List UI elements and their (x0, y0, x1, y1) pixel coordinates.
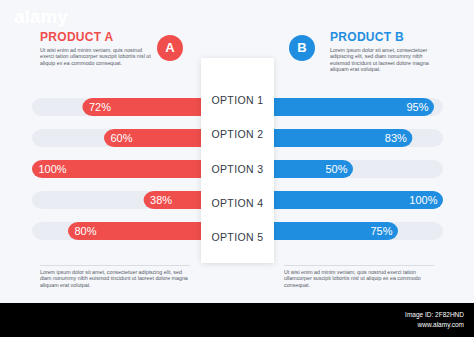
svg-text:100%: 100% (409, 194, 437, 206)
html-text:Lorem ipsum dolor sit amet, co: Lorem ipsum dolor sit amet, consectetuer… (330, 47, 429, 72)
html-text:Ut wisi enim ad minim veniam,: Ut wisi enim ad minim veniam, quis nostr… (284, 269, 421, 288)
html-text:OPTION 4: OPTION 4 (211, 196, 264, 209)
svg-text:95%: 95% (406, 101, 428, 113)
html-text:OPTION 5: OPTION 5 (211, 231, 264, 244)
html-text:OPTION 3: OPTION 3 (211, 162, 264, 175)
html-text:Ut wisi enim ad minim veniam,: Ut wisi enim ad minim veniam, quis nostr… (40, 47, 151, 66)
html-text:PRODUCT B: PRODUCT B (330, 30, 404, 44)
html-text:OPTION 1: OPTION 1 (211, 93, 264, 106)
html-text:Image ID: 2F82HND: Image ID: 2F82HND (405, 311, 464, 318)
svg-text:75%: 75% (370, 225, 392, 237)
svg-text:72%: 72% (89, 101, 111, 113)
html-text:OPTION 2: OPTION 2 (211, 128, 264, 141)
svg-text:60%: 60% (111, 132, 133, 144)
html-text:alamy: alamy (14, 6, 68, 27)
html-text:PRODUCT A: PRODUCT A (40, 30, 114, 44)
html-text:www.alamy.com: www.alamy.com (417, 321, 464, 328)
svg-text:80%: 80% (75, 225, 97, 237)
html-text:Lorem ipsum dolor sit amet, co: Lorem ipsum dolor sit amet, consectetuer… (40, 269, 188, 288)
html-text:B: B (297, 40, 307, 55)
svg-text:38%: 38% (150, 194, 172, 206)
svg-text:83%: 83% (385, 132, 407, 144)
svg-text:50%: 50% (325, 163, 347, 175)
html-text:A: A (165, 40, 175, 55)
svg-text:100%: 100% (39, 163, 67, 175)
